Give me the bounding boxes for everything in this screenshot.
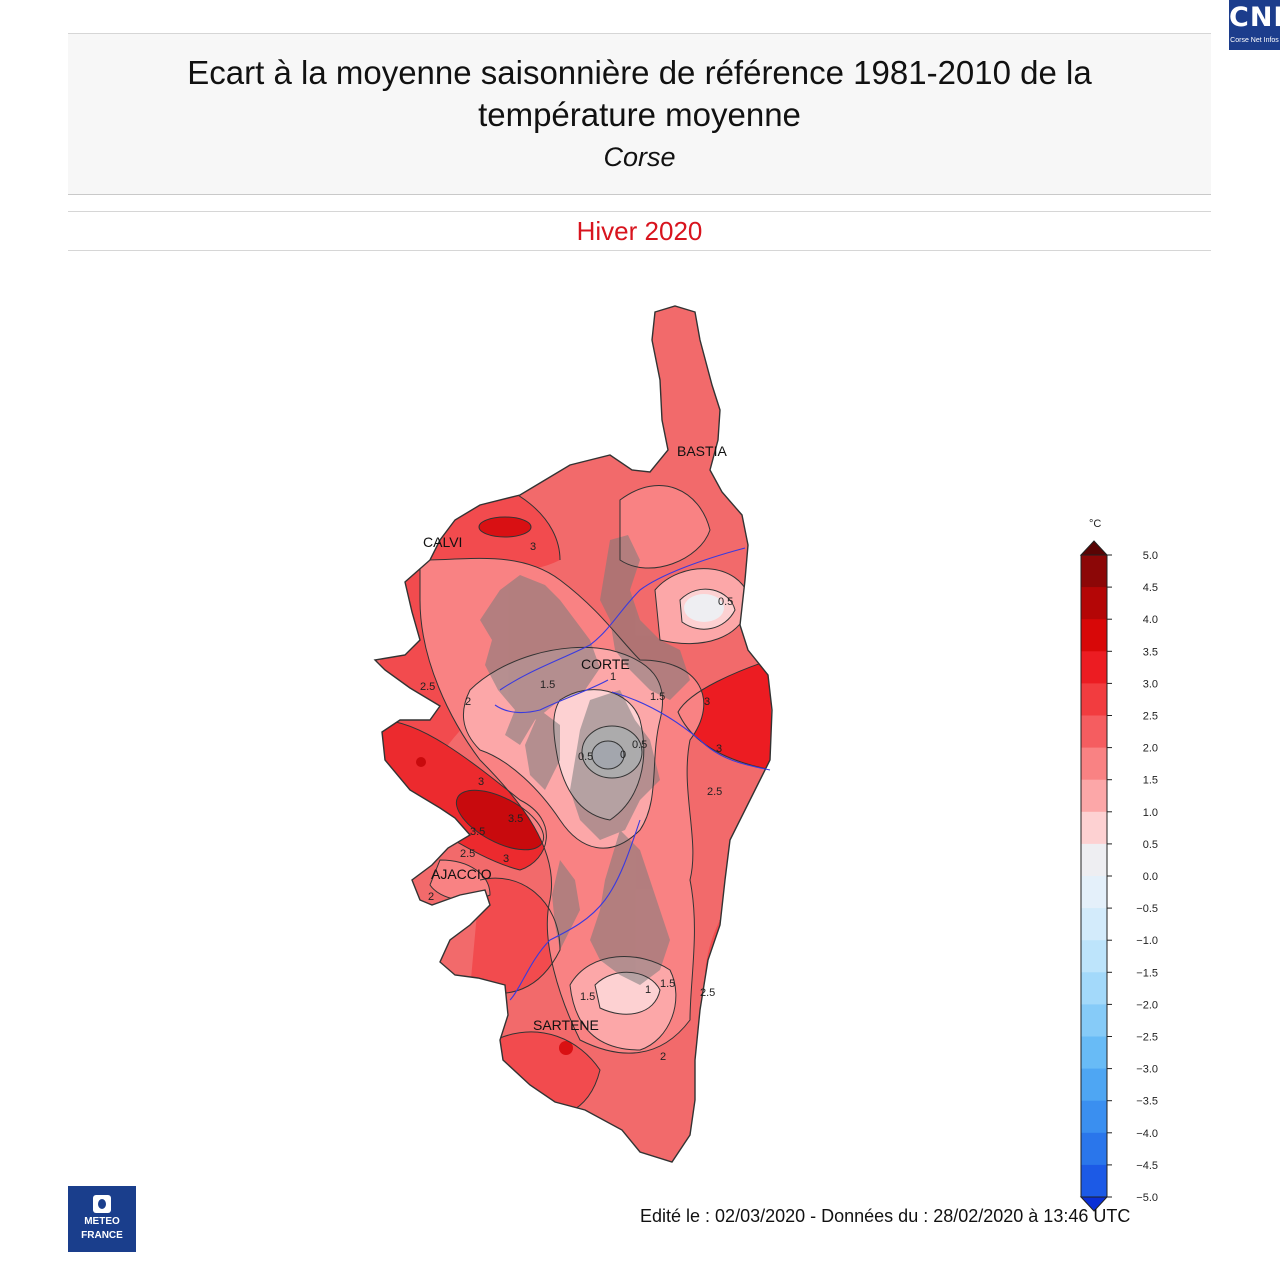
legend-tick-label: −1.5 [1136,967,1158,979]
contour-label: 0 [620,749,626,761]
legend-band [1081,619,1107,652]
legend-band [1081,940,1107,973]
legend-tick-label: −3.5 [1136,1096,1158,1108]
legend-band [1081,843,1107,877]
contour-label: 3 [478,776,484,788]
contour-label: 0.5 [632,739,647,751]
legend-band [1081,1004,1107,1037]
contour-label: 3.5 [470,826,485,838]
legend-tick-label: 0.5 [1143,839,1158,851]
header-panel: Ecart à la moyenne saisonnière de référe… [68,33,1211,195]
legend-band [1081,1036,1107,1070]
legend-band [1081,587,1107,620]
contour-lines [379,469,772,1119]
contour-label: 1 [610,671,616,683]
edition-footer: Edité le : 02/03/2020 - Données du : 28/… [640,1206,1131,1226]
contour-label: 3.5 [508,813,523,825]
contour-label: 1 [645,984,651,996]
legend-band [1081,555,1107,588]
contour-label: 2 [660,1051,666,1063]
contour-label: 0.5 [718,596,733,608]
legend-band [1081,811,1107,845]
legend-tick-label: −4.5 [1136,1160,1158,1172]
city-label-corte: CORTE [581,656,630,672]
legend-tick-label: −3.0 [1136,1064,1158,1076]
legend-colorbar: °C 5.0 4.5 4.0 3.5 3.0 2.5 2.0 1.5 1.0 0.5 0.0 −0.5… [1079,518,1158,1212]
legend-band [1081,683,1107,716]
contour-label: 2 [428,891,434,903]
region-subtitle: Corse [603,142,676,172]
legend-band [1081,715,1107,749]
cni-badge-text: CNI [1229,2,1280,33]
legend-tick-label: −2.0 [1136,999,1158,1011]
legend-tick-label: 3.0 [1143,678,1158,690]
legend-band [1081,651,1107,684]
logo-line2: FRANCE [81,1230,123,1241]
city-label-sartene: SARTENE [533,1017,599,1033]
contour-label: 2 [465,696,471,708]
legend-tick-label: −1.0 [1136,935,1158,947]
legend-band [1081,779,1107,813]
rivers [494,547,771,1001]
contour-label: 1.5 [580,991,595,1003]
meteo-france-logo: METEO FRANCE [68,1186,136,1252]
legend-tick-label: 3.5 [1143,646,1158,658]
legend-unit: °C [1089,518,1101,530]
contour-label: 2.5 [420,681,435,693]
contour-label: 3 [716,743,722,755]
contour-label: 2.5 [460,848,475,860]
legend-tick-label: 0.0 [1143,871,1158,883]
contour-labels: 3 2.5 2 1.5 1.5 1 0.5 0.5 0 0.5 3 3 2.5 … [420,541,733,1063]
legend-tick-label: 1.0 [1143,807,1158,819]
legend-tick-label: −4.0 [1136,1128,1158,1140]
city-label-bastia: BASTIA [677,443,727,459]
legend-max-arrow [1079,540,1109,556]
season-panel: Hiver 2020 [68,211,1211,251]
legend-tick-label: 4.0 [1143,614,1158,626]
relief-overlay [480,535,690,985]
contour-label: 2.5 [707,786,722,798]
legend-tick-label: 4.5 [1143,582,1158,594]
contour-label: 3 [503,853,509,865]
contour-label: 3 [704,696,710,708]
legend-tick-label: 2.5 [1143,711,1158,723]
legend-tick-label: −5.0 [1136,1192,1158,1204]
legend-band [1081,972,1107,1005]
map-title: Ecart à la moyenne saisonnière de référe… [187,54,1092,133]
contour-label: 1.5 [660,978,675,990]
legend-band [1081,1100,1107,1134]
contour-label: 1.5 [540,679,555,691]
legend-band [1081,1068,1107,1102]
contour-label: 2.5 [700,987,715,999]
legend-tick-label: −0.5 [1136,903,1158,915]
meteo-france-icon [93,1195,111,1213]
cni-badge-subtext: Corse Net Infos [1230,37,1279,44]
legend-tick-label: 2.0 [1143,743,1158,755]
legend-tick-label: 5.0 [1143,550,1158,562]
city-labels: BASTIA CALVI CORTE AJACCIO SARTENE [423,443,727,1033]
legend-tick-label: −2.5 [1136,1032,1158,1044]
legend-band [1081,876,1107,909]
legend-tick-label: 1.5 [1143,775,1158,787]
logo-line1: METEO [84,1216,120,1227]
contour-label: 3 [530,541,536,553]
legend-band [1081,908,1107,941]
legend-band [1081,1132,1107,1166]
legend-band [1081,1164,1107,1198]
legend-band [1081,747,1107,781]
city-label-calvi: CALVI [423,534,462,550]
temperature-anomaly-field [375,306,772,1162]
city-label-ajaccio: AJACCIO [431,866,492,882]
cni-badge: CNI Corse Net Infos [1229,0,1280,50]
season-label: Hiver 2020 [576,216,703,246]
contour-label: 1.5 [650,691,665,703]
contour-label: 0.5 [578,751,593,763]
